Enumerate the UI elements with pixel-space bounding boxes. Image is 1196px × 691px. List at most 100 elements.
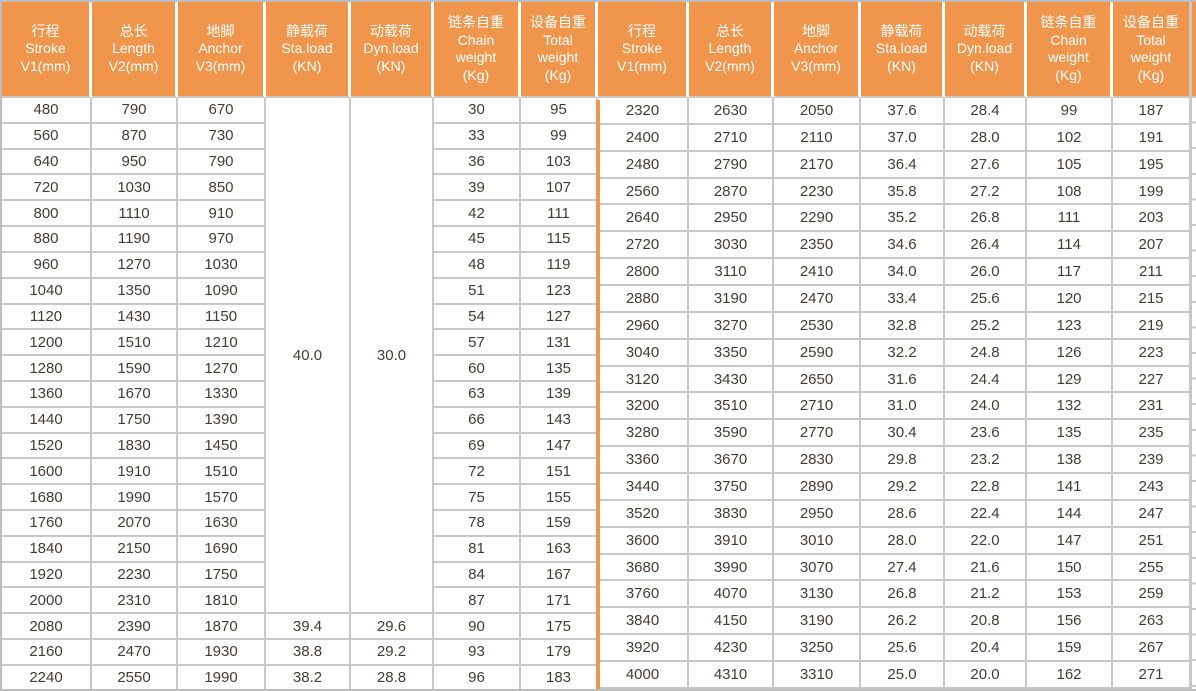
- table-cell: 3510: [689, 393, 774, 421]
- table-cell: 33.4: [861, 286, 945, 313]
- table-cell: 3010: [774, 527, 861, 555]
- table-row: 2000 2310 1810 87 171: [2, 588, 598, 615]
- table-cell: 81: [434, 536, 521, 563]
- table-row: 1680 1990 1570 75 155: [2, 485, 598, 511]
- table-cell: 1510: [178, 459, 266, 486]
- table-cell: 38.2: [266, 665, 351, 689]
- table-cell: 910: [178, 201, 266, 228]
- table-cell: 1570: [178, 485, 266, 511]
- table-cell: 3200: [598, 393, 689, 421]
- table-row: 2880 3190 2470 33.4 25.6 120 215: [598, 286, 1189, 313]
- table-cell: 2110: [774, 124, 861, 152]
- table-cell: 3430: [689, 366, 774, 394]
- table-cell: 1040: [2, 278, 92, 305]
- table-cell: 57: [434, 330, 521, 357]
- table-cell: 223: [1113, 339, 1189, 367]
- column-header-line: V1(mm): [617, 57, 667, 74]
- table-cell: 560: [2, 123, 92, 150]
- table-cell: 239: [1113, 447, 1189, 475]
- table-cell: 111: [521, 201, 598, 228]
- table-cell: 1810: [178, 588, 266, 615]
- column-header-line: 行程: [31, 22, 60, 39]
- table-cell: 3600: [598, 527, 689, 555]
- table-row: 2720 3030 2350 34.6 26.4 114 207: [598, 232, 1189, 260]
- table-cell: 36.4: [861, 151, 945, 179]
- table-cell: 25.2: [945, 312, 1027, 340]
- table-cell: 1750: [92, 407, 178, 434]
- table-row: 2160 2470 1930 38.8 29.2 93 179: [2, 640, 598, 666]
- table-cell: 2400: [598, 124, 689, 152]
- table-cell: 159: [1027, 635, 1113, 663]
- table-cell: 20.8: [945, 608, 1027, 636]
- table-cell: 2960: [598, 312, 689, 340]
- table-row: 2480 2790 2170 36.4 27.6 105 195: [598, 151, 1189, 179]
- table-cell: 33: [434, 123, 521, 150]
- table-cell: 115: [521, 227, 598, 253]
- table-cell: 2640: [598, 205, 689, 233]
- column-header: 设备自重 Total weight (Kg): [1113, 2, 1189, 98]
- table-cell: 3840: [598, 608, 689, 636]
- table-cell: 1090: [178, 278, 266, 305]
- column-header: 地脚 Anchor V3(mm): [178, 2, 266, 98]
- table-cell: 3040: [598, 339, 689, 367]
- table-cell: 143: [521, 407, 598, 434]
- merged-sta-load-cell: 40.0: [266, 98, 351, 615]
- table-row: 960 1270 1030 48 119: [2, 252, 598, 279]
- table-cell: 1680: [2, 485, 92, 511]
- table-cell: 950: [92, 149, 178, 176]
- header-row: 行程 Stroke V1(mm) 总长 Length V2(mm) 地脚 Anchor V3(m…: [598, 2, 1189, 98]
- table-cell: 22.8: [945, 474, 1027, 501]
- table-cell: 1510: [92, 330, 178, 357]
- table-cell: 1590: [92, 356, 178, 382]
- left-table-body: 480 790 670 40.0 30.0 30 95 560 870 730 33 99 640 950…: [2, 98, 598, 689]
- table-cell: 99: [1027, 98, 1113, 125]
- table-cell: 3310: [774, 662, 861, 689]
- table-cell: 102: [1027, 124, 1113, 152]
- table-cell: 790: [178, 149, 266, 176]
- table-cell: 251: [1113, 527, 1189, 555]
- table-cell: 28.8: [351, 665, 434, 689]
- table-cell: 144: [1027, 500, 1113, 528]
- spec-table-right-half: 行程 Stroke V1(mm) 总长 Length V2(mm) 地脚 Anchor V3(m…: [598, 2, 1189, 689]
- table-cell: 51: [434, 278, 521, 305]
- table-cell: 27.2: [945, 178, 1027, 206]
- half-divider-line: [596, 100, 600, 689]
- column-header-line: (KN): [376, 57, 406, 74]
- table-cell: 42: [434, 201, 521, 228]
- merged-dyn-load-cell: 30.0: [351, 98, 434, 615]
- table-row: 2640 2950 2290 35.2 26.8 111 203: [598, 205, 1189, 233]
- table-cell: 2410: [774, 259, 861, 287]
- table-cell: 3750: [689, 474, 774, 501]
- table-cell: 60: [434, 356, 521, 382]
- left-table-header: 行程 Stroke V1(mm) 总长 Length V2(mm) 地脚 Anchor V3(m…: [2, 2, 598, 98]
- table-cell: 3130: [774, 581, 861, 609]
- table-cell: 1190: [92, 227, 178, 253]
- table-cell: 23.6: [945, 420, 1027, 448]
- table-cell: 1150: [178, 304, 266, 331]
- table-cell: 87: [434, 588, 521, 615]
- table-row: 2320 2630 2050 37.6 28.4 99 187: [598, 98, 1189, 125]
- table-cell: 123: [1027, 312, 1113, 340]
- table-cell: 3270: [689, 312, 774, 340]
- table-cell: 2320: [598, 98, 689, 125]
- table-cell: 95: [521, 98, 598, 124]
- table-cell: 2870: [689, 178, 774, 206]
- table-cell: 126: [1027, 339, 1113, 367]
- column-header-line: Chain: [1050, 31, 1087, 48]
- table-cell: 29.8: [861, 447, 945, 475]
- table-row: 3440 3750 2890 29.2 22.8 141 243: [598, 474, 1189, 501]
- table-cell: 1750: [178, 562, 266, 589]
- table-cell: 175: [521, 614, 598, 641]
- table-row: 3920 4230 3250 25.6 20.4 159 267: [598, 635, 1189, 663]
- table-cell: 1600: [2, 459, 92, 486]
- table-cell: 132: [1027, 393, 1113, 421]
- table-cell: 2160: [2, 640, 92, 666]
- table-cell: 31.0: [861, 393, 945, 421]
- table-cell: 259: [1113, 581, 1189, 609]
- table-cell: 24.8: [945, 339, 1027, 367]
- table-cell: 1760: [2, 511, 92, 537]
- table-cell: 39: [434, 175, 521, 202]
- table-cell: 191: [1113, 124, 1189, 152]
- table-cell: 1520: [2, 433, 92, 460]
